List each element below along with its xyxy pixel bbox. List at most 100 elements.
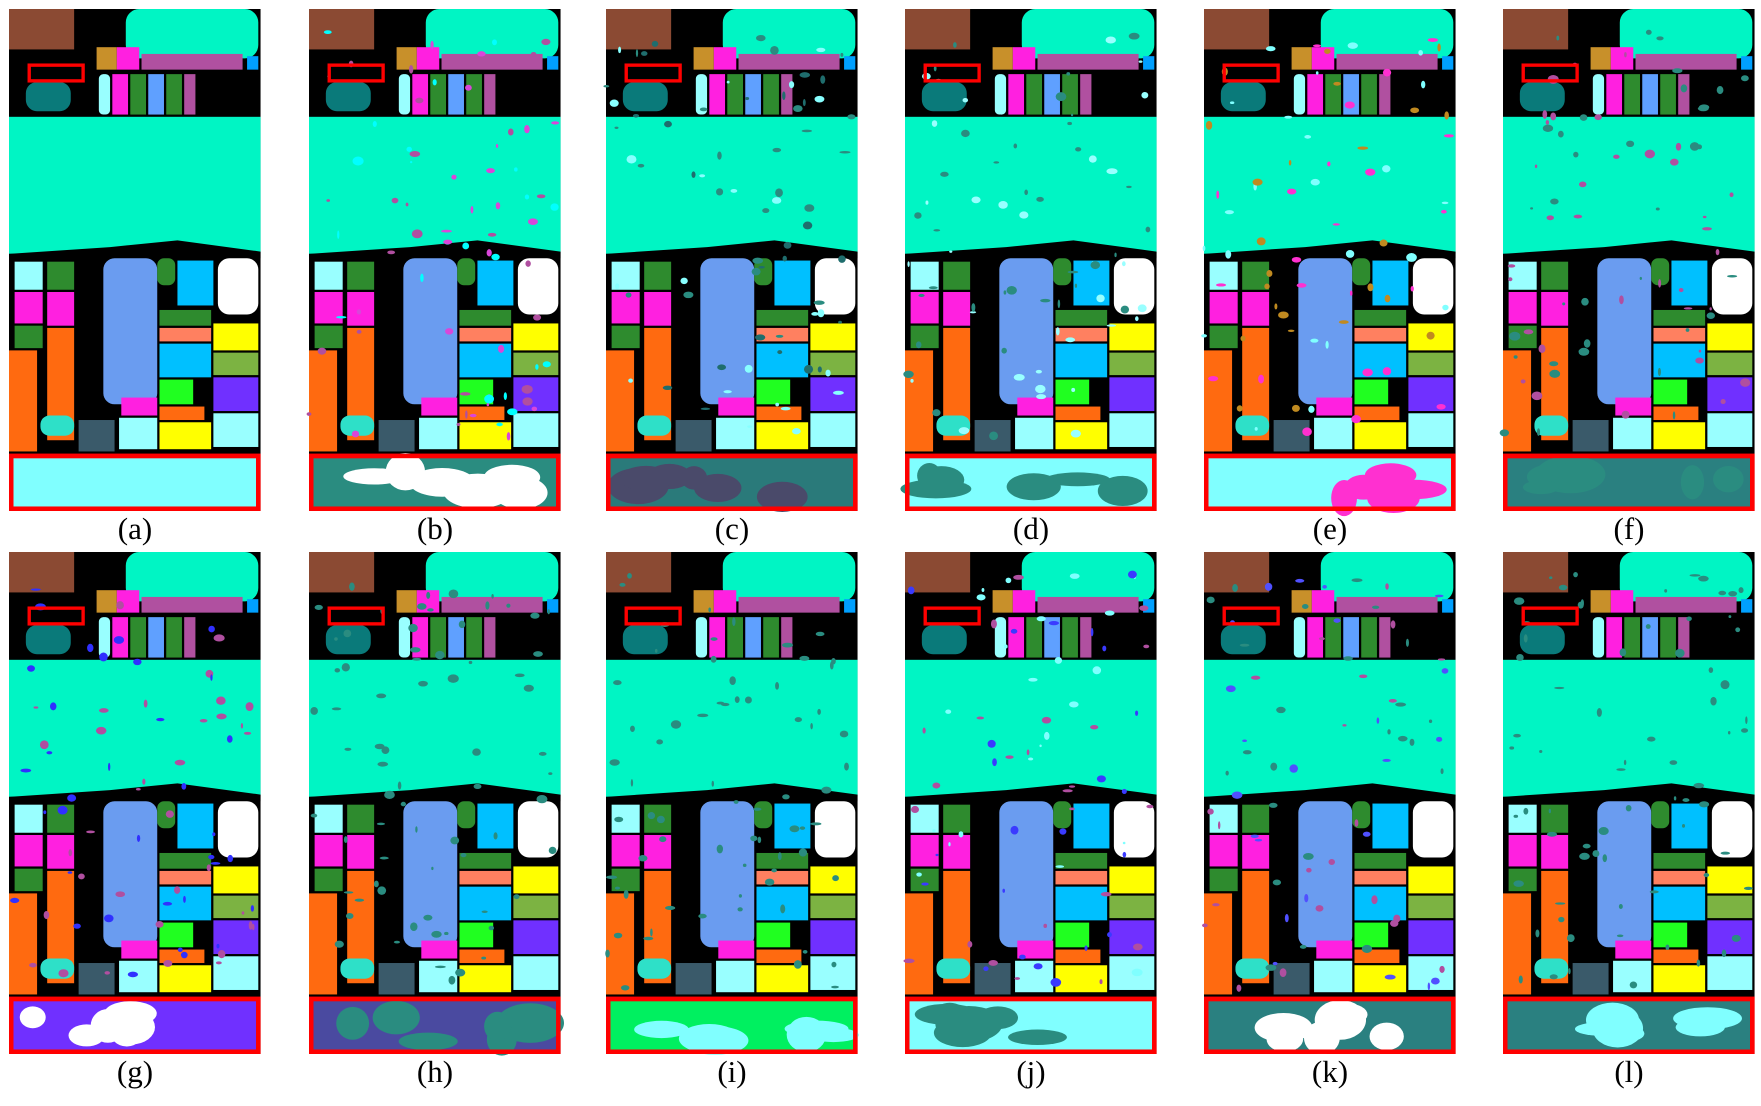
misclassified-pixel xyxy=(1583,339,1591,348)
misclassified-pixel xyxy=(777,852,782,861)
misclassified-pixel xyxy=(423,914,433,921)
misclassified-pixel xyxy=(1067,121,1072,126)
misclassified-pixel xyxy=(1302,427,1312,437)
zoom-region xyxy=(1045,472,1110,487)
map-region xyxy=(166,74,182,115)
misclassified-pixel xyxy=(1250,675,1261,680)
misclassified-pixel xyxy=(1439,965,1445,973)
zoom-region xyxy=(483,464,541,490)
misclassified-pixel xyxy=(1121,261,1126,267)
misclassified-pixel xyxy=(551,121,560,125)
map-region xyxy=(943,834,971,869)
misclassified-pixel xyxy=(816,47,826,53)
misclassified-pixel xyxy=(1016,437,1023,444)
zoom-region xyxy=(409,468,475,497)
misclassified-pixel xyxy=(1242,739,1247,742)
misclassified-pixel xyxy=(1090,261,1101,270)
misclassified-pixel xyxy=(448,589,459,599)
map-region xyxy=(1113,801,1155,858)
zoom-border xyxy=(309,996,561,1054)
misclassified-pixel xyxy=(1513,733,1521,738)
misclassified-pixel xyxy=(1647,736,1656,742)
map-region xyxy=(441,53,543,70)
map-region xyxy=(425,9,559,59)
map-region xyxy=(1242,804,1270,833)
zoom-region xyxy=(619,465,673,491)
map-region xyxy=(1017,397,1054,416)
misclassified-pixel xyxy=(1549,974,1558,980)
map-region xyxy=(905,552,971,593)
misclassified-pixel xyxy=(630,725,635,732)
misclassified-pixel xyxy=(775,402,780,407)
misclassified-pixel xyxy=(455,968,466,977)
zoom-region xyxy=(343,468,406,485)
map-region xyxy=(756,327,809,342)
misclassified-pixel xyxy=(1055,327,1060,336)
misclassified-pixel xyxy=(486,249,492,257)
misclassified-pixel xyxy=(1362,368,1373,377)
misclassified-pixel xyxy=(1252,178,1263,186)
misclassified-pixel xyxy=(1625,804,1632,812)
misclassified-pixel xyxy=(472,748,481,756)
misclassified-pixel xyxy=(165,810,174,818)
misclassified-pixel xyxy=(1139,605,1149,612)
map-region xyxy=(213,323,259,351)
map-region xyxy=(116,47,140,70)
misclassified-pixel xyxy=(406,146,412,152)
map-region xyxy=(1017,940,1054,959)
misclassified-pixel xyxy=(1106,324,1117,327)
misclassified-pixel xyxy=(832,390,844,395)
misclassified-pixel xyxy=(699,174,706,178)
map-region xyxy=(466,617,482,658)
misclassified-pixel xyxy=(1264,283,1270,290)
misclassified-pixel xyxy=(990,619,997,629)
misclassified-pixel xyxy=(507,128,514,136)
misclassified-pixel xyxy=(354,898,365,902)
map-boundary xyxy=(1204,240,1456,259)
map-region xyxy=(1541,804,1569,833)
misclassified-pixel xyxy=(1720,851,1731,855)
map-region xyxy=(1314,417,1353,450)
misclassified-pixel xyxy=(782,642,794,648)
misclassified-pixel xyxy=(43,910,50,920)
map-region xyxy=(910,291,939,324)
misclassified-pixel xyxy=(1436,736,1443,742)
misclassified-pixel xyxy=(1138,60,1143,63)
misclassified-pixel xyxy=(632,113,640,118)
map-region xyxy=(709,617,726,658)
map-region xyxy=(810,895,856,919)
misclassified-pixel xyxy=(1678,288,1684,293)
misclassified-pixel xyxy=(1325,340,1329,349)
misclassified-pixel xyxy=(1128,32,1140,40)
map-region xyxy=(1741,599,1753,613)
panel-label: (i) xyxy=(717,1054,746,1089)
zoom-border xyxy=(606,996,858,1054)
misclassified-pixel xyxy=(434,965,446,969)
panel-label: (l) xyxy=(1614,1054,1643,1089)
misclassified-pixel xyxy=(716,188,724,196)
misclassified-pixel xyxy=(813,300,825,305)
map-region xyxy=(1503,9,1569,50)
misclassified-pixel xyxy=(33,706,39,709)
map-region xyxy=(40,958,75,979)
misclassified-pixel xyxy=(1265,46,1276,52)
map-region xyxy=(1653,422,1706,450)
misclassified-pixel xyxy=(344,747,352,751)
map-region xyxy=(1343,74,1359,115)
map-region xyxy=(1408,920,1454,955)
map-region xyxy=(1354,379,1389,405)
misclassified-pixel xyxy=(1266,270,1273,277)
map-region xyxy=(693,590,714,613)
misclassified-pixel xyxy=(1573,214,1583,219)
misclassified-pixel xyxy=(1107,932,1112,938)
misclassified-pixel xyxy=(1240,335,1246,342)
misclassified-pixel xyxy=(1120,305,1130,314)
misclassified-pixel xyxy=(1409,738,1415,746)
zoom-region xyxy=(1303,1021,1340,1055)
misclassified-pixel xyxy=(801,129,813,133)
misclassified-pixel xyxy=(1702,215,1707,219)
map-region xyxy=(1055,422,1108,450)
map-region xyxy=(1678,74,1690,115)
map-region xyxy=(1109,323,1155,351)
misclassified-pixel xyxy=(777,350,783,355)
